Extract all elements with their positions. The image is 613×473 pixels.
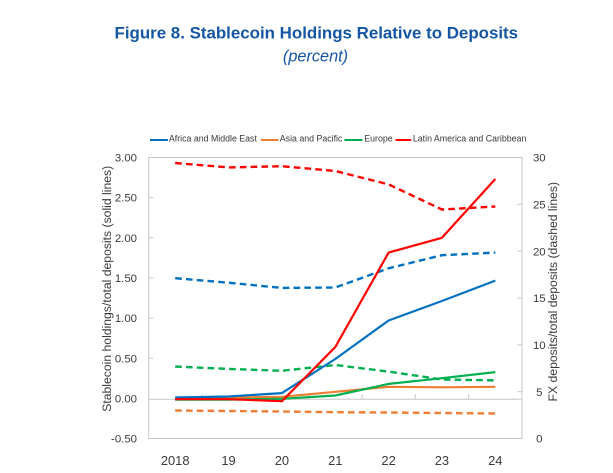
svg-text:20: 20: [533, 246, 546, 258]
svg-text:21: 21: [328, 453, 342, 468]
svg-text:Stablecoin holdings/total depo: Stablecoin holdings/total deposits (soli…: [100, 166, 114, 412]
svg-text:2.50: 2.50: [115, 193, 137, 205]
svg-text:15: 15: [533, 293, 546, 305]
svg-text:2.00: 2.00: [115, 233, 137, 245]
svg-text:24: 24: [488, 453, 502, 468]
svg-text:2018: 2018: [161, 453, 190, 468]
svg-text:0.50: 0.50: [115, 353, 137, 365]
svg-text:-0.50: -0.50: [111, 434, 137, 446]
svg-text:Europe: Europe: [364, 133, 392, 143]
svg-text:FX deposits/total deposits (da: FX deposits/total deposits (dashed lines…: [546, 182, 560, 402]
svg-text:25: 25: [533, 199, 546, 211]
svg-text:0: 0: [536, 434, 542, 446]
svg-text:Africa and Middle East: Africa and Middle East: [169, 133, 258, 143]
svg-text:1.50: 1.50: [115, 273, 137, 285]
svg-text:19: 19: [221, 453, 235, 468]
svg-text:5: 5: [536, 387, 542, 399]
svg-text:Latin America and Caribbean: Latin America and Caribbean: [413, 133, 527, 143]
svg-text:Asia and Pacific: Asia and Pacific: [280, 133, 343, 143]
svg-text:10: 10: [533, 340, 546, 352]
svg-text:30: 30: [533, 153, 546, 165]
svg-text:Figure 8. Stablecoin Holdings: Figure 8. Stablecoin Holdings Relative t…: [115, 24, 519, 43]
svg-text:3.00: 3.00: [115, 153, 137, 165]
svg-text:20: 20: [275, 453, 289, 468]
svg-text:23: 23: [435, 453, 449, 468]
svg-text:0.00: 0.00: [115, 394, 137, 406]
svg-text:(percent): (percent): [283, 48, 348, 66]
svg-text:1.00: 1.00: [115, 313, 137, 325]
svg-text:22: 22: [381, 453, 395, 468]
